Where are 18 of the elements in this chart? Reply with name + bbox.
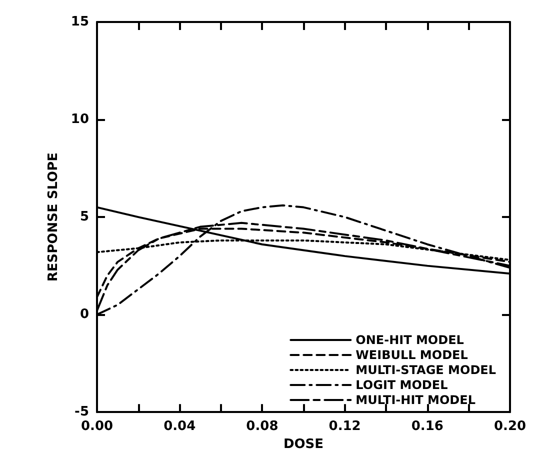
legend-label: LOGIT MODEL (356, 378, 448, 392)
legend-label: MULTI-STAGE MODEL (356, 363, 496, 377)
legend-label: MULTI-HIT MODEL (356, 393, 476, 407)
y-tick-label: 10 (70, 112, 89, 128)
text: 0.00 (80, 419, 114, 434)
legend-label: ONE-HIT MODEL (356, 333, 464, 347)
y-tick-label: 0 (80, 307, 89, 322)
y-tick-label: -5 (74, 404, 89, 420)
x-tick-label: 0.08 (246, 419, 278, 434)
y-axis-title: RESPONSE SLOPE (46, 152, 62, 282)
legend-label: WEIBULL MODEL (356, 348, 468, 362)
x-tick-label: 0.20 (494, 419, 526, 434)
x-tick-label: 0.12 (328, 419, 361, 434)
x-axis-title: DOSE (283, 437, 324, 452)
x-tick-label: 0.04 (164, 419, 196, 434)
y-tick-label: 5 (80, 210, 89, 225)
y-tick-label: 15 (70, 14, 89, 30)
x-tick-label: 0.16 (411, 419, 444, 434)
